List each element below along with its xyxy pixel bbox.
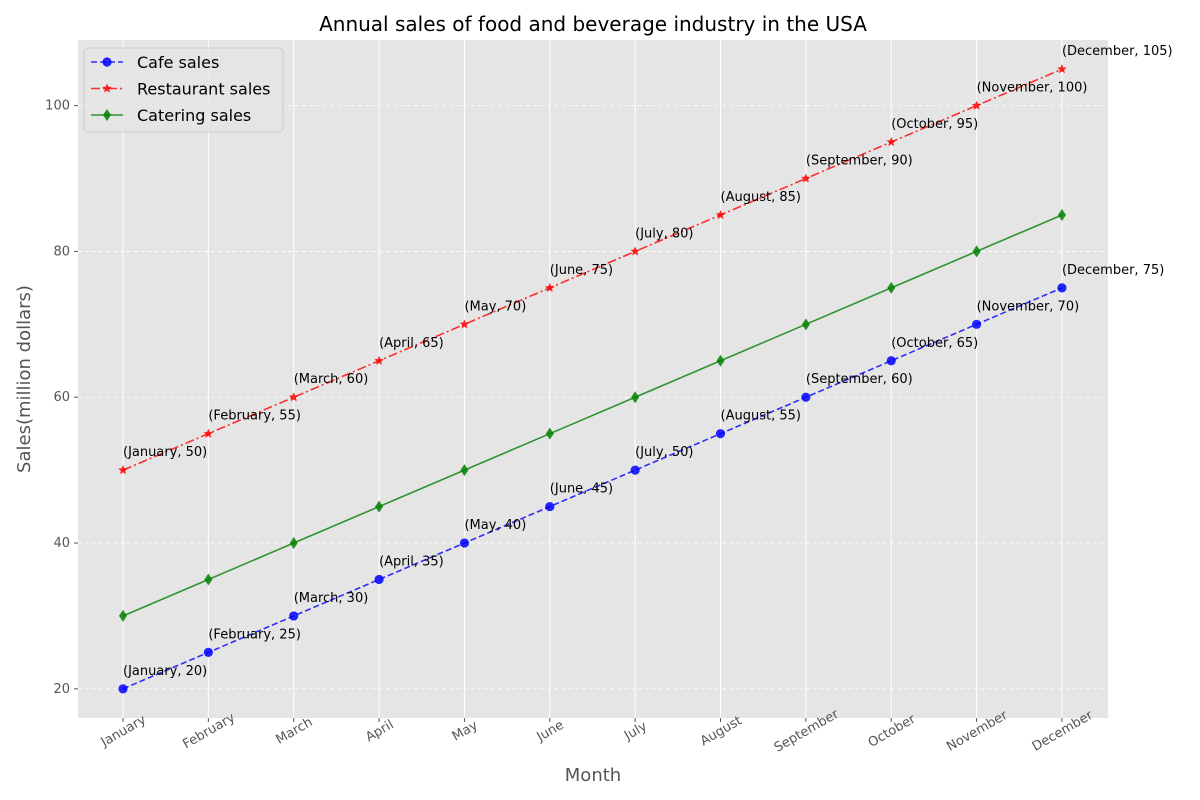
legend-box <box>83 47 284 133</box>
chart-title: Annual sales of food and beverage indust… <box>319 12 867 36</box>
cafe-sales-point <box>630 465 640 475</box>
cafe-sales-data-label: (October, 65) <box>891 336 978 351</box>
y-axis-label: Sales(million dollars) <box>14 285 35 473</box>
catering-sales-point <box>716 354 725 367</box>
cafe-sales-point <box>118 684 128 694</box>
cafe-sales-data-label: (March, 30) <box>294 591 369 606</box>
x-tick-label: June <box>534 718 567 746</box>
catering-sales-point <box>631 391 640 404</box>
y-tick-label: 20 <box>53 682 70 697</box>
restaurant-sales-data-label: (May, 70) <box>464 299 526 314</box>
catering-sales-point <box>375 500 384 513</box>
cafe-sales-data-label: (November, 70) <box>977 299 1080 314</box>
cafe-sales-data-label: (July, 50) <box>635 445 693 460</box>
cafe-sales-data-label: (December, 75) <box>1062 263 1164 278</box>
x-tick-label: May <box>450 718 481 745</box>
legend-item-catering-sales: Catering sales <box>91 106 251 125</box>
x-tick-label: August <box>698 713 745 749</box>
legend-marker <box>102 83 112 93</box>
y-tick-label: 40 <box>53 536 70 551</box>
cafe-sales-point <box>545 501 555 512</box>
cafe-sales-data-label: (April, 35) <box>379 554 444 569</box>
cafe-sales-point <box>374 574 384 585</box>
catering-sales-point <box>460 464 469 477</box>
data-annotations: (January, 20) (February, 25) (March, 30) (A… <box>123 44 1173 679</box>
restaurant-sales-point <box>971 100 982 110</box>
cafe-sales-data-label: (June, 45) <box>550 482 613 497</box>
restaurant-sales-point <box>118 465 128 475</box>
y-tick-label: 60 <box>53 390 70 405</box>
restaurant-sales-point <box>630 246 640 256</box>
restaurant-sales-point <box>715 209 726 220</box>
y-tick-label: 80 <box>53 244 70 259</box>
cafe-sales-point <box>972 319 982 329</box>
x-axis-label: Month <box>565 765 621 786</box>
catering-sales-point <box>545 427 554 440</box>
x-tick-label: April <box>363 717 396 745</box>
catering-sales-series <box>119 208 1066 622</box>
cafe-sales-point <box>459 538 470 548</box>
legend-label: Cafe sales <box>137 53 219 72</box>
restaurant-sales-point <box>459 319 470 329</box>
series-lines <box>118 64 1067 694</box>
catering-sales-point <box>887 281 896 294</box>
cafe-sales-point <box>1057 283 1067 293</box>
restaurant-sales-data-label: (February, 55) <box>208 409 301 424</box>
catering-sales-point <box>801 318 810 331</box>
cafe-sales-point <box>289 611 299 621</box>
cafe-sales-data-label: (September, 60) <box>806 372 913 387</box>
legend-label: Catering sales <box>137 106 251 125</box>
restaurant-sales-point <box>886 137 896 147</box>
restaurant-sales-point <box>374 355 384 365</box>
cafe-sales-point <box>715 429 726 439</box>
cafe-sales-series <box>118 283 1067 694</box>
restaurant-sales-data-label: (December, 105) <box>1062 44 1173 59</box>
restaurant-sales-data-label: (March, 60) <box>294 372 369 387</box>
restaurant-sales-point <box>288 392 299 402</box>
restaurant-sales-point <box>1057 64 1067 74</box>
restaurant-sales-data-label: (August, 85) <box>721 190 801 205</box>
restaurant-sales-point <box>203 428 214 438</box>
cafe-sales-point <box>886 356 896 366</box>
restaurant-sales-data-label: (April, 65) <box>379 336 444 351</box>
legend-label: Restaurant sales <box>137 80 270 99</box>
catering-sales-point <box>289 537 298 550</box>
cafe-sales-point <box>801 392 811 402</box>
legend: Cafe sales Restaurant sales Catering sales <box>83 47 284 133</box>
restaurant-sales-line <box>122 68 1063 471</box>
legend-item-cafe-sales: Cafe sales <box>91 53 219 72</box>
catering-sales-point <box>972 245 981 258</box>
cafe-sales-data-label: (February, 25) <box>208 627 301 642</box>
y-tick-label: 100 <box>45 99 70 114</box>
x-tick-label: July <box>621 719 650 744</box>
cafe-sales-line <box>122 287 1063 690</box>
legend-marker <box>102 57 112 67</box>
plot-area <box>78 40 1108 718</box>
legend-marker <box>103 109 111 121</box>
restaurant-sales-data-label: (November, 100) <box>977 81 1088 96</box>
catering-sales-line <box>122 214 1063 617</box>
cafe-sales-data-label: (August, 55) <box>721 409 801 424</box>
restaurant-sales-data-label: (June, 75) <box>550 263 613 278</box>
grid <box>78 40 1108 718</box>
cafe-sales-data-label: (May, 40) <box>464 518 526 533</box>
restaurant-sales-data-label: (September, 90) <box>806 154 913 169</box>
restaurant-sales-point <box>545 282 555 292</box>
restaurant-sales-series <box>118 64 1067 475</box>
restaurant-sales-data-label: (January, 50) <box>123 445 207 460</box>
catering-sales-point <box>204 573 213 586</box>
restaurant-sales-point <box>801 173 811 183</box>
cafe-sales-data-label: (January, 20) <box>123 664 207 679</box>
restaurant-sales-data-label: (July, 80) <box>635 226 693 241</box>
catering-sales-point <box>119 609 127 622</box>
x-tick-label: March <box>274 715 316 748</box>
legend-item-restaurant-sales: Restaurant sales <box>91 80 270 99</box>
restaurant-sales-data-label: (October, 95) <box>891 117 978 132</box>
y-axis-ticks: 20 40 60 80 100 <box>45 99 78 697</box>
catering-sales-point <box>1057 208 1066 221</box>
cafe-sales-point <box>203 647 213 657</box>
